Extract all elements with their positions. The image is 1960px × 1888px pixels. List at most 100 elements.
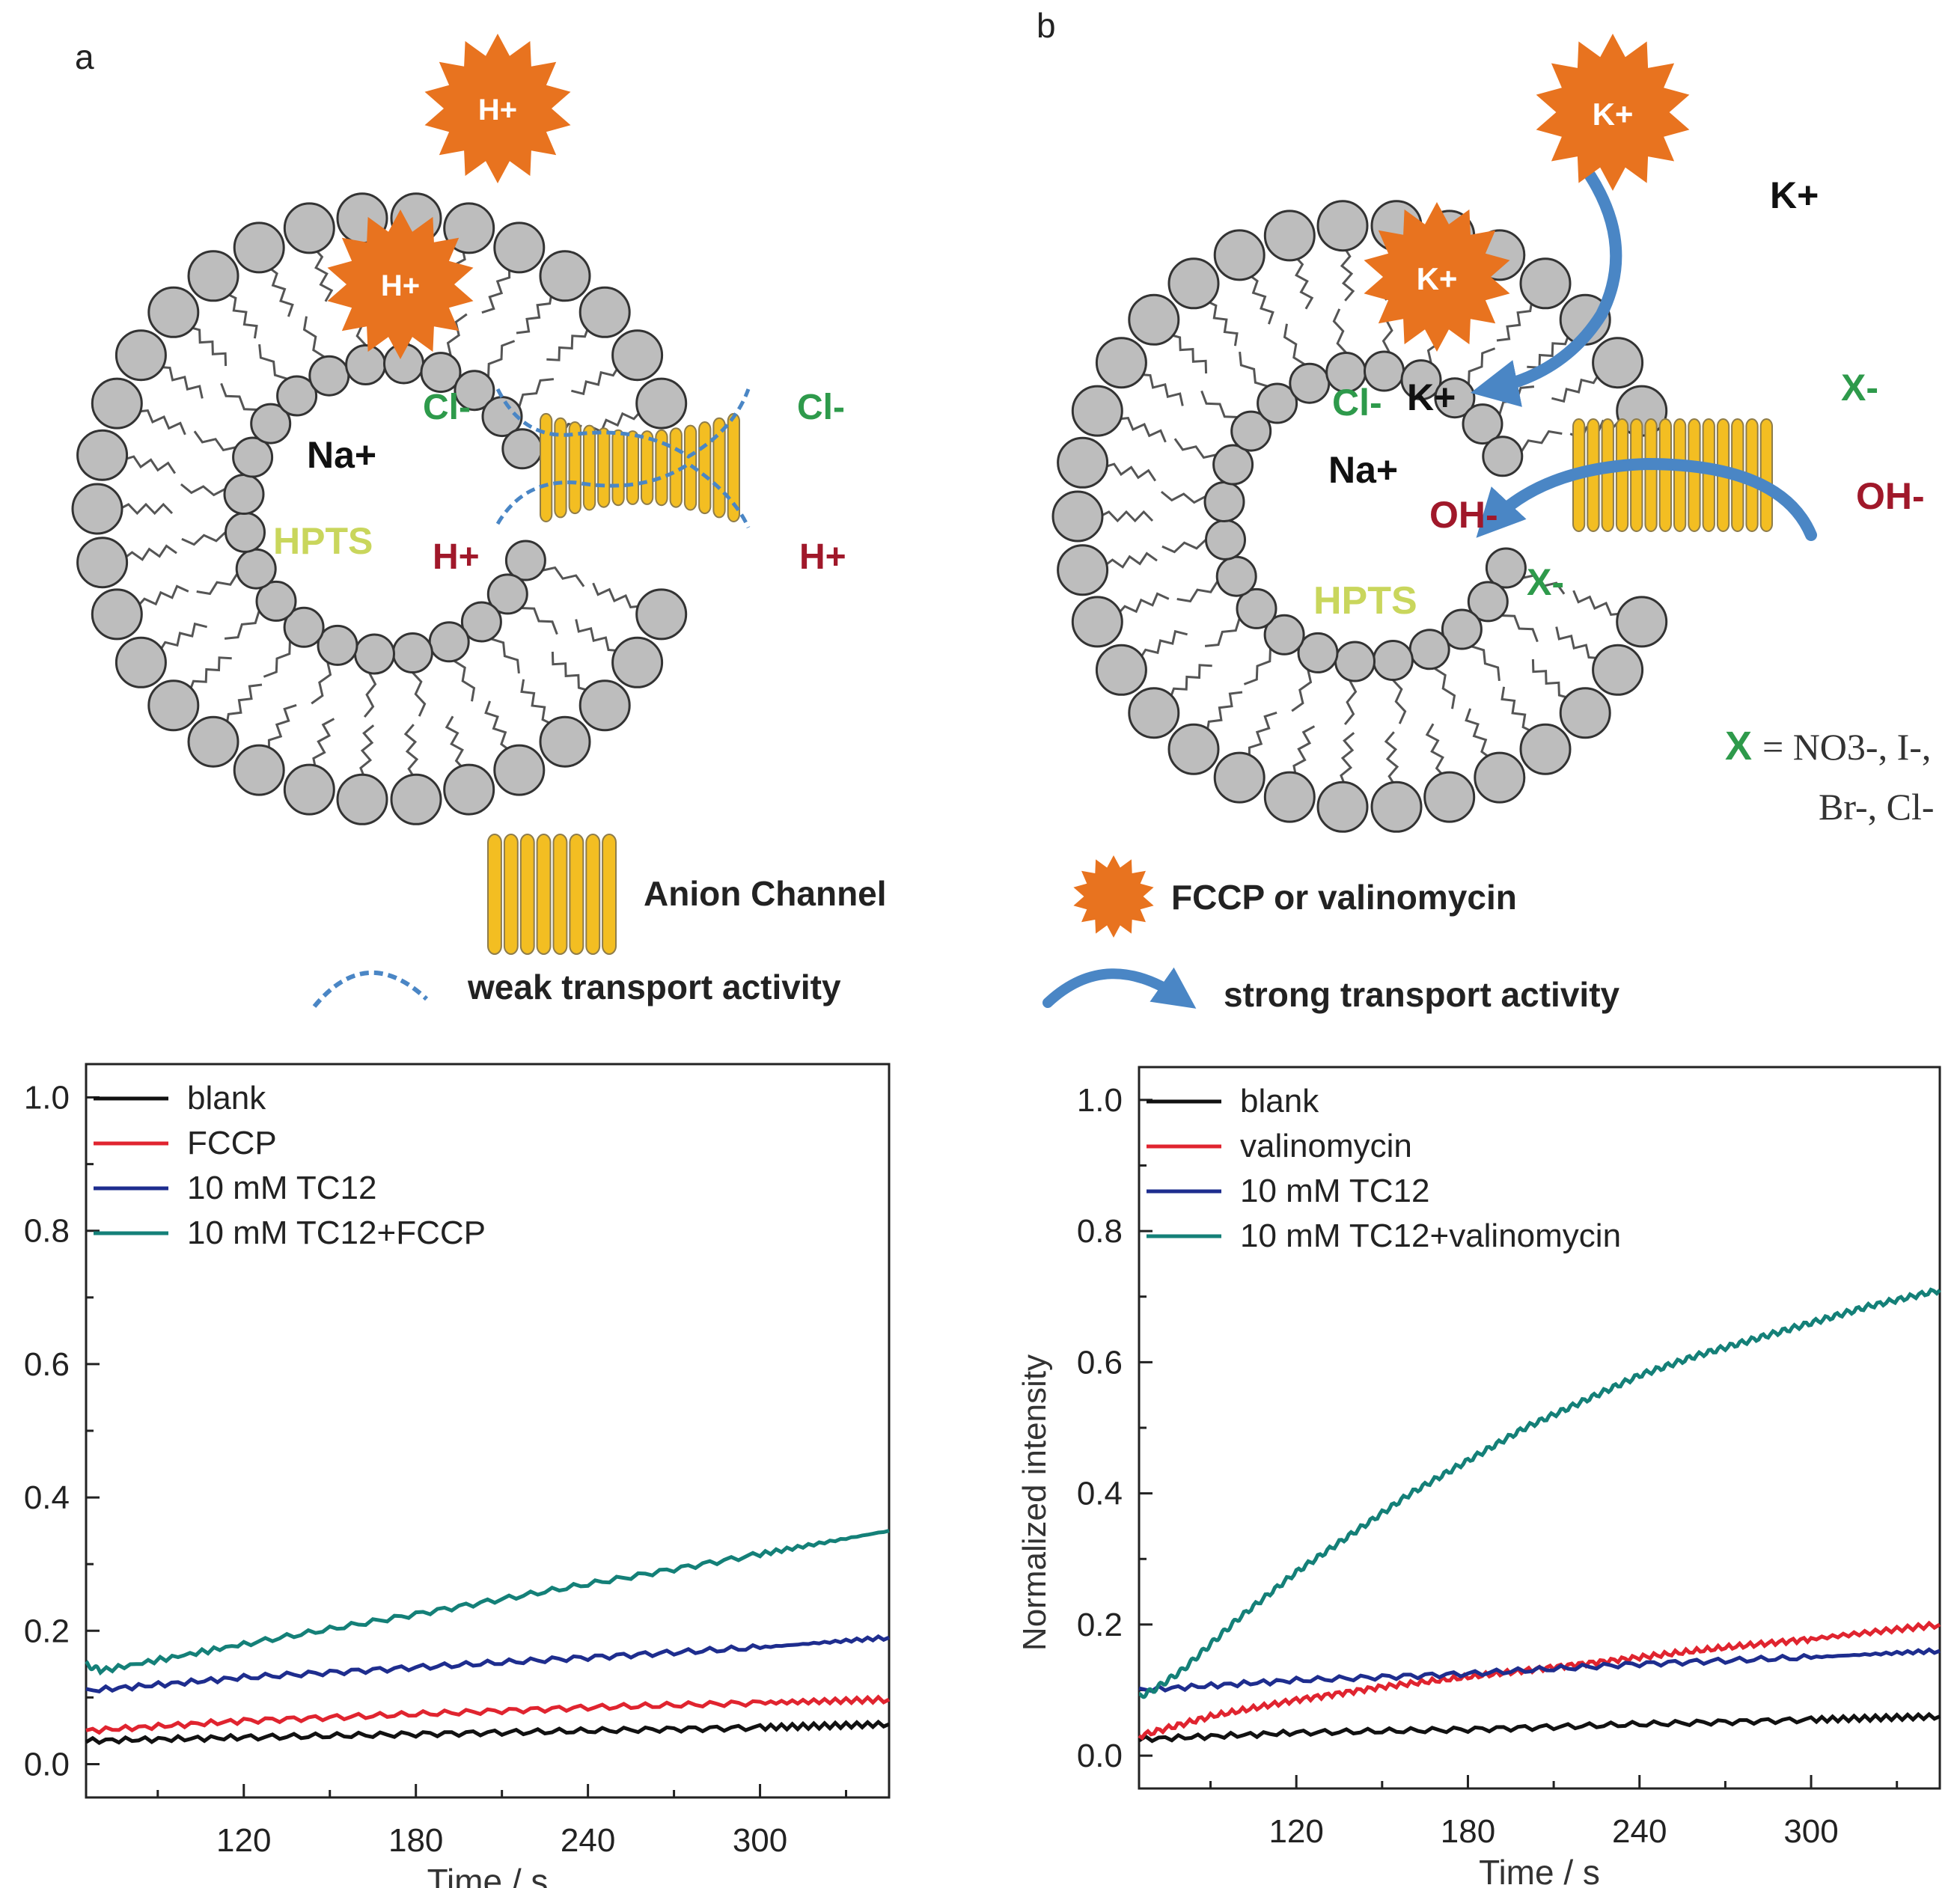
x-axis-label: Time / s: [1479, 1853, 1600, 1888]
channel-segment: [1759, 418, 1773, 532]
x-tick-label: 120: [216, 1822, 271, 1859]
carrier-star-inner-a: H+: [327, 210, 474, 359]
lipid-head-inner: [1215, 555, 1257, 597]
k-ion-label: K+: [1417, 261, 1458, 296]
lipid-head-inner: [308, 355, 350, 397]
carrier-key-label: FCCP or valinomycin: [1171, 878, 1517, 917]
y-tick-label: 0.4: [24, 1479, 70, 1516]
lipid-head-inner: [1400, 359, 1442, 401]
y-tick-label: 0.8: [24, 1213, 70, 1250]
schematic-legend: Anion Channel FCCP or valinomycin weak t…: [312, 834, 1620, 1014]
lipid-head-outer: [578, 679, 631, 732]
lipid-head-inner: [1297, 632, 1339, 673]
lipid-head-outer: [493, 744, 546, 796]
h-ion-label: H+: [478, 94, 517, 126]
lipid-head-inner: [1205, 519, 1246, 560]
lipid-head-inner: [1485, 547, 1527, 589]
lipid-head-inner: [232, 436, 274, 478]
lipid-head-outer: [578, 286, 631, 338]
y-tick-label: 0.2: [1077, 1607, 1123, 1643]
channel-segment: [1688, 418, 1701, 532]
lipid-head-outer: [1592, 644, 1644, 696]
lipid-head-inner: [460, 601, 502, 643]
x-tick-label: 240: [561, 1822, 615, 1859]
oh-ion-inside: OH-: [1429, 494, 1498, 536]
carrier-star-outer-a: H+: [424, 34, 571, 183]
oh-ion-outside: OH-: [1856, 475, 1925, 517]
x-def-line2: Br-, Cl-: [1819, 786, 1935, 828]
lipid-head-inner: [1212, 444, 1254, 486]
series-line-fccp: [85, 1694, 891, 1735]
channel-segment: [552, 834, 568, 955]
hpts-label: HPTS: [1313, 579, 1417, 623]
y-tick-label: 0.0: [1077, 1738, 1123, 1774]
x-tick-label: 180: [388, 1822, 443, 1859]
y-tick-label: 0.0: [24, 1746, 70, 1782]
x-def-line1: = NO3-, I-,: [1762, 726, 1931, 768]
y-tick-label: 1.0: [24, 1080, 70, 1116]
lipid-head-outer: [1213, 751, 1266, 804]
lipid-head-inner: [501, 428, 543, 470]
lipid-head-inner: [235, 548, 277, 590]
lipid-head-inner: [225, 511, 266, 553]
legend-label: FCCP: [187, 1125, 277, 1161]
channel-segment: [1644, 418, 1658, 532]
lipid-head-outer: [233, 222, 285, 274]
x-tick-label: 300: [1783, 1813, 1838, 1850]
h-ion-outside: H+: [799, 537, 846, 577]
lipid-head-inner: [1467, 581, 1509, 623]
channel-segment: [712, 417, 726, 519]
lipid-head-inner: [1263, 614, 1305, 656]
lipid-head-outer: [187, 715, 239, 768]
lipid-head-outer: [147, 286, 200, 338]
lipid-head-outer: [1519, 257, 1572, 310]
lipid-head-outer: [1051, 490, 1104, 543]
strong-transport-arrows-b: [1470, 170, 1817, 541]
strong-key-arrow: [1042, 967, 1197, 1009]
carrier-key: FCCP or valinomycin: [1073, 855, 1517, 938]
k-ion-inside: K+: [1407, 376, 1456, 418]
lipid-head-inner: [1372, 640, 1414, 681]
lipid-head-inner: [317, 624, 358, 666]
lipid-head-inner: [1441, 608, 1483, 650]
lipid-head-inner: [486, 573, 528, 615]
legend-label: blank: [1240, 1083, 1319, 1119]
lipid-head-inner: [1408, 629, 1450, 670]
lipid-head-outer: [493, 222, 546, 274]
lipid-head-outer: [635, 588, 688, 641]
channel-segment: [1658, 418, 1672, 532]
panel-b: b K+ K+ K+ K+ Cl- X- Na+ OH- OH- X- HPTS…: [1037, 6, 1935, 833]
x-def-lead: X: [1725, 724, 1752, 769]
series-line-blank: [1138, 1711, 1941, 1744]
lipid-head-inner: [1230, 410, 1272, 452]
series-line-10-mm-tc12: [1138, 1647, 1941, 1693]
weak-key: weak transport activity: [312, 968, 841, 1008]
lipid-head-inner: [255, 580, 297, 622]
lipid-head-inner: [1236, 587, 1277, 629]
lipid-head-outer: [1128, 687, 1180, 739]
k-ion-outside: K+: [1770, 174, 1819, 216]
panel-b-label: b: [1037, 6, 1056, 45]
weak-key-label: weak transport activity: [467, 968, 841, 1006]
lipid-head-outer: [611, 329, 664, 382]
lipid-head-outer: [76, 537, 129, 589]
lipid-head-outer: [115, 329, 167, 382]
lipid-head-outer: [1263, 771, 1316, 823]
cl-ion-outside: Cl-: [797, 388, 845, 427]
lipid-head-inner: [420, 352, 462, 394]
channel-segment: [554, 417, 567, 519]
lipid-head-inner: [250, 403, 292, 444]
x-tick-label: 120: [1268, 1813, 1323, 1850]
lipid-head-outer: [1316, 780, 1369, 833]
lipid-head-outer: [539, 715, 591, 768]
weak-key-arrow: [312, 970, 429, 1008]
legend-label: valinomycin: [1240, 1128, 1412, 1164]
strong-key-label: strong transport activity: [1224, 975, 1620, 1014]
lipid-head-inner: [283, 606, 325, 648]
lipid-head-inner: [1203, 481, 1245, 522]
channel-segment: [1673, 418, 1687, 532]
channel-segment: [1615, 418, 1629, 532]
lipid-head-inner: [1334, 641, 1376, 682]
hpts-label: HPTS: [273, 520, 373, 562]
channel-segment: [698, 421, 712, 515]
